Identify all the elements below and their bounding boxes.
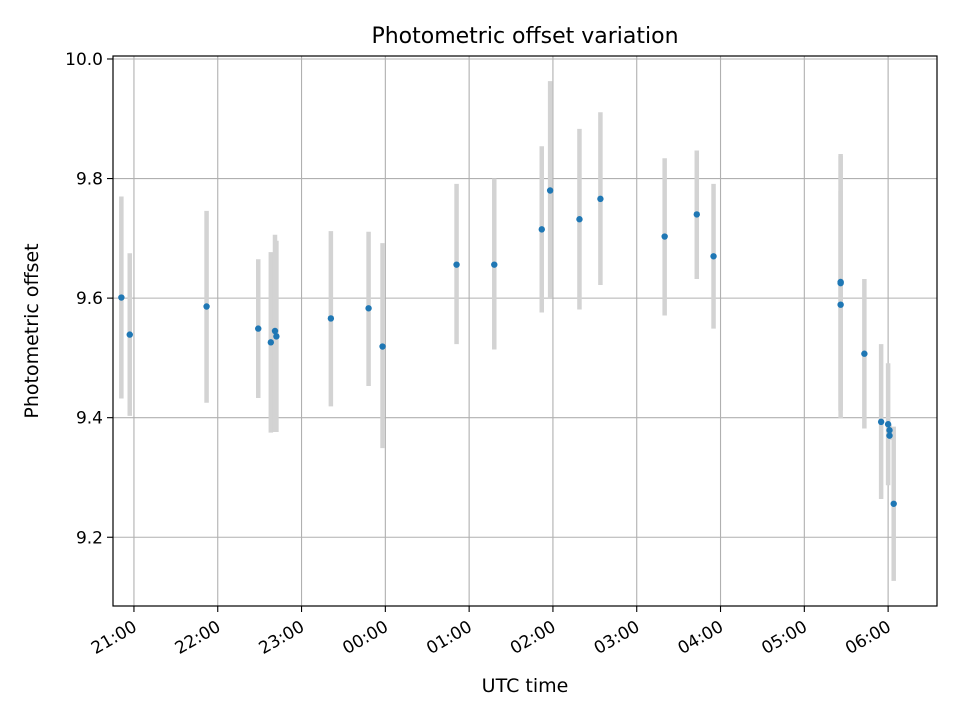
data-point bbox=[837, 279, 844, 287]
data-point bbox=[327, 315, 335, 322]
y-tick-label: 9.8 bbox=[76, 170, 103, 190]
data-point bbox=[271, 327, 279, 335]
data-point bbox=[491, 261, 498, 268]
data-point bbox=[273, 333, 280, 340]
y-axis-label: Photometric offset bbox=[21, 243, 43, 418]
y-tick-label: 9.2 bbox=[76, 528, 103, 548]
x-axis-label: UTC time bbox=[482, 675, 569, 697]
data-point bbox=[661, 233, 668, 240]
data-point bbox=[710, 253, 717, 260]
y-axis: 9.2 9.4 9.6 9.8 10.0 bbox=[65, 50, 113, 548]
data-point bbox=[576, 216, 583, 223]
data-point bbox=[877, 418, 885, 426]
y-tick-label: 10.0 bbox=[65, 50, 103, 70]
data-point bbox=[365, 305, 372, 312]
data-point bbox=[861, 350, 868, 357]
data-point bbox=[267, 339, 275, 346]
data-point bbox=[884, 421, 892, 428]
data-point bbox=[546, 187, 554, 194]
y-tick-label: 9.4 bbox=[76, 409, 103, 429]
data-point bbox=[453, 261, 460, 268]
data-point bbox=[837, 301, 844, 308]
data-point bbox=[126, 331, 133, 338]
data-point bbox=[597, 195, 604, 203]
data-point bbox=[379, 343, 386, 350]
data-point bbox=[538, 226, 545, 233]
data-point bbox=[693, 211, 700, 218]
data-point bbox=[118, 294, 125, 301]
data-point bbox=[890, 500, 897, 507]
data-point bbox=[886, 432, 893, 439]
gridlines bbox=[113, 56, 937, 606]
chart-title: Photometric offset variation bbox=[371, 24, 678, 49]
data-point bbox=[255, 325, 262, 332]
plot-frame bbox=[112, 55, 938, 607]
y-tick-label: 9.6 bbox=[76, 289, 103, 309]
data-point bbox=[886, 427, 893, 434]
data-point bbox=[203, 303, 210, 310]
data-points bbox=[118, 187, 897, 507]
